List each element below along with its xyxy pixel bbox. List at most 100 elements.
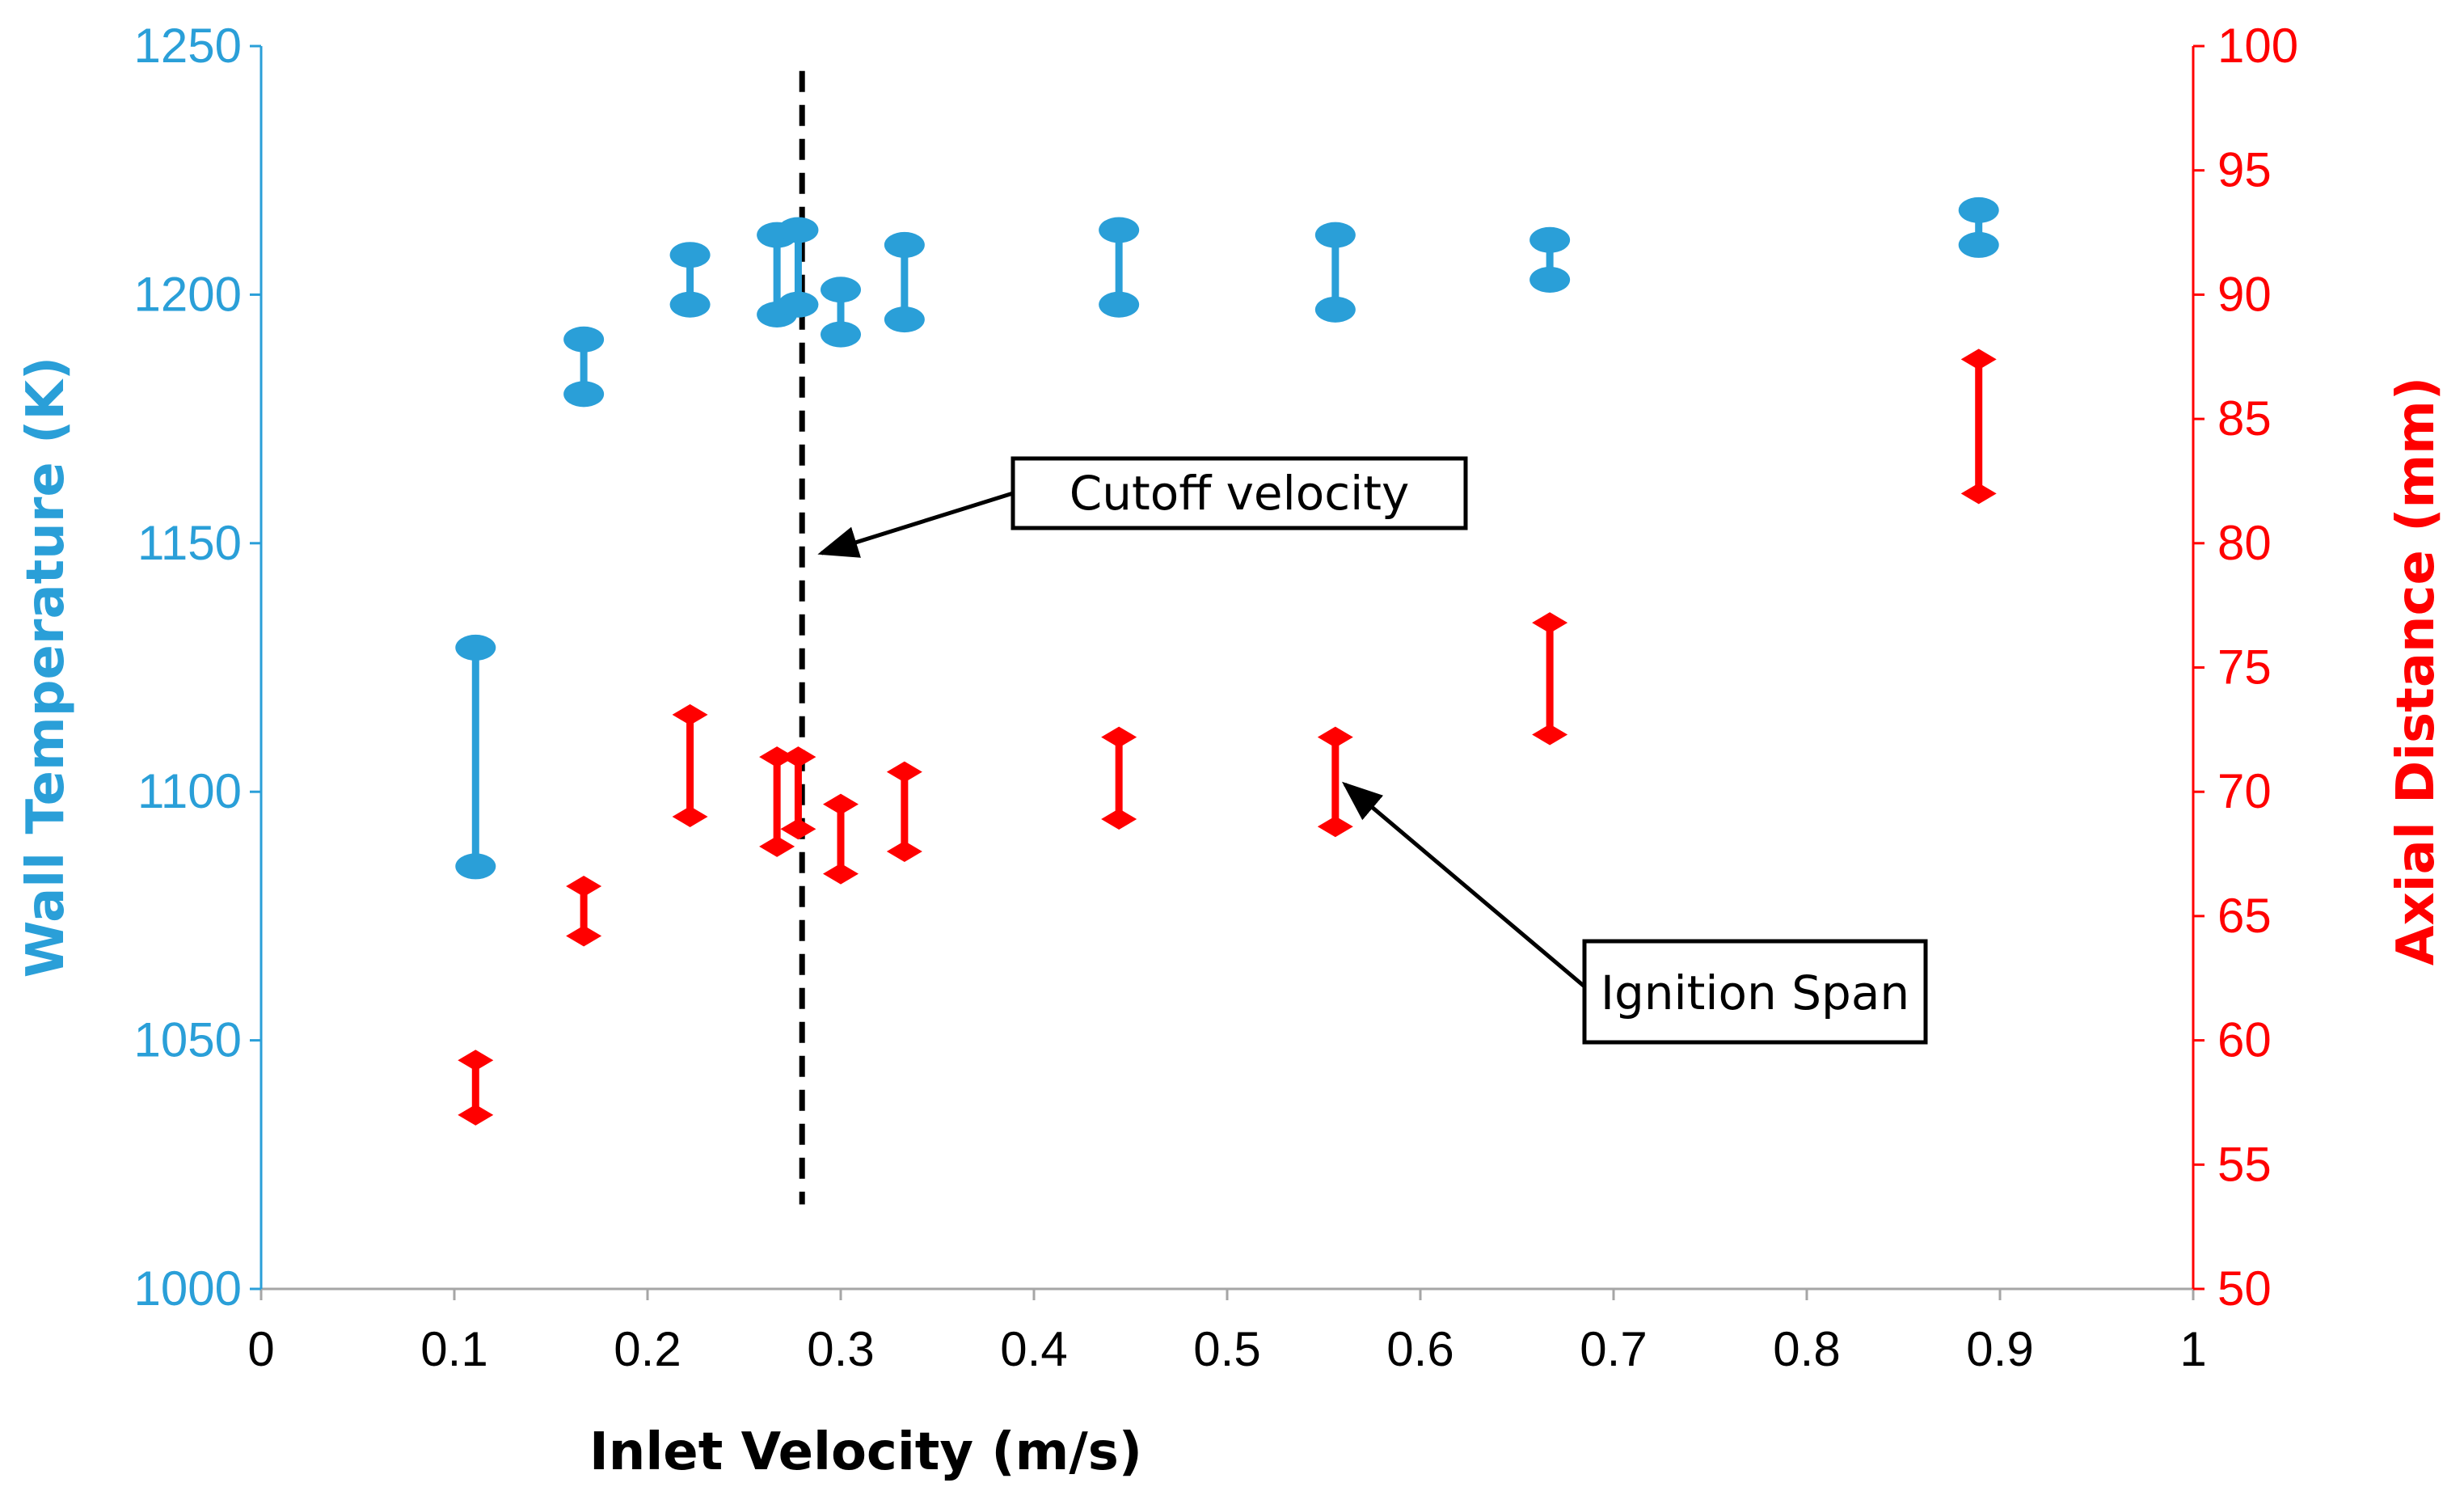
right-tick-label: 65: [2217, 889, 2272, 943]
x-tick-label: 0.8: [1773, 1322, 1840, 1376]
temperature-range: [455, 634, 496, 880]
temperature-low-marker: [1099, 291, 1140, 318]
distance-range: [1317, 726, 1353, 838]
distance-low-marker: [759, 835, 795, 857]
temperature-low-marker: [455, 853, 496, 880]
distance-low-marker: [886, 840, 922, 862]
ignition-span-arrow: [1341, 781, 1586, 988]
distance-low-marker: [823, 863, 859, 885]
temperature-range: [778, 217, 819, 318]
distance-range: [1532, 612, 1568, 746]
distance-high-marker: [672, 703, 708, 725]
cutoff-velocity-annotation: Cutoff velocity: [817, 456, 1468, 558]
distance-high-marker: [1317, 726, 1353, 748]
temperature-range: [821, 277, 861, 348]
right-tick-label: 55: [2217, 1137, 2272, 1191]
temperature-range: [884, 231, 925, 333]
ignition-span-label: Ignition Span: [1601, 965, 1909, 1020]
temperature-high-marker: [455, 634, 496, 661]
axial-distance-series: [458, 349, 1997, 1126]
x-tick-label: 0.4: [1000, 1322, 1067, 1376]
temperature-high-marker: [1099, 217, 1140, 243]
right-tick-label: 95: [2217, 143, 2272, 197]
temperature-range: [563, 326, 605, 408]
temperature-range: [669, 242, 711, 318]
left-tick-label: 1100: [137, 764, 242, 818]
ignition-span-box: [1582, 939, 1928, 1045]
distance-high-marker: [759, 746, 795, 768]
x-tick-label: 0.7: [1580, 1322, 1647, 1376]
distance-high-marker: [458, 1050, 494, 1071]
x-tick-label: 0.6: [1386, 1322, 1454, 1376]
temperature-high-marker: [563, 326, 605, 353]
cutoff-velocity-box: [1010, 456, 1468, 530]
distance-low-marker: [1960, 483, 1997, 505]
temperature-low-marker: [669, 291, 711, 318]
temperature-low-marker: [778, 291, 819, 318]
x-tick-label: 0.5: [1193, 1322, 1260, 1376]
distance-low-marker: [458, 1104, 494, 1126]
distance-low-marker: [1317, 816, 1353, 838]
x-tick-label: 0.1: [420, 1322, 487, 1376]
cutoff-velocity-arrow: [817, 491, 1014, 558]
temperature-high-marker: [669, 242, 711, 268]
temperature-high-marker: [884, 231, 925, 258]
wall-temperature-series: [455, 196, 1999, 880]
temperature-high-marker: [1529, 226, 1571, 253]
distance-range: [886, 761, 922, 862]
distance-high-marker: [823, 793, 859, 815]
distance-low-marker: [780, 818, 816, 840]
x-axis-title: Inlet Velocity (m/s): [589, 1422, 1142, 1482]
right-tick-label: 50: [2217, 1261, 2272, 1316]
x-tick-label: 0: [247, 1322, 274, 1376]
temperature-range: [1529, 226, 1571, 293]
temperature-high-marker: [1314, 222, 1356, 248]
temperature-high-marker: [1958, 196, 1999, 223]
temperature-range: [1099, 217, 1140, 318]
right-axis-title: Axial Distance (mm): [2386, 377, 2446, 965]
distance-range: [780, 746, 816, 840]
temperature-low-marker: [884, 306, 925, 333]
distance-range: [458, 1050, 494, 1126]
left-axis-ticks: 1000 1050 1100 1150 1200 1250: [134, 19, 261, 1316]
plot-area: 0 0.1 0.2 0.3 0.4 0.5 0.6 0.7 0.8 0.9 1 1000 1050 11…: [134, 19, 2299, 1376]
temperature-high-marker: [778, 217, 819, 243]
distance-high-marker: [780, 746, 816, 768]
distance-range: [1101, 726, 1137, 830]
distance-range: [672, 703, 708, 827]
left-tick-label: 1050: [134, 1013, 242, 1067]
right-tick-label: 90: [2217, 267, 2272, 321]
right-tick-label: 75: [2217, 640, 2272, 695]
distance-high-marker: [566, 876, 602, 898]
distance-high-marker: [1960, 349, 1997, 370]
distance-range: [759, 746, 795, 857]
temperature-low-marker: [1314, 296, 1356, 323]
cutoff-velocity-label: Cutoff velocity: [1070, 466, 1410, 521]
distance-low-marker: [1532, 724, 1568, 746]
distance-high-marker: [886, 761, 922, 783]
distance-high-marker: [1532, 612, 1568, 634]
x-tick-label: 0.9: [1966, 1322, 2033, 1376]
left-tick-label: 1200: [134, 267, 242, 321]
x-tick-label: 1: [2179, 1322, 2206, 1376]
distance-low-marker: [672, 805, 708, 827]
temperature-range: [1314, 222, 1356, 323]
distance-high-marker: [1101, 726, 1137, 748]
distance-range: [1960, 349, 1997, 505]
distance-range: [566, 876, 602, 947]
right-tick-label: 60: [2217, 1013, 2272, 1067]
distance-range: [823, 793, 859, 885]
x-tick-label: 0.2: [614, 1322, 681, 1376]
right-tick-label: 80: [2217, 516, 2272, 570]
temperature-low-marker: [821, 321, 861, 348]
right-tick-label: 100: [2217, 19, 2298, 73]
right-axis-ticks: 50 55 60 65 70 75 80 85 90 95 100: [2193, 19, 2298, 1316]
x-ticks: 0 0.1 0.2 0.3 0.4 0.5 0.6 0.7 0.8 0.9 1: [247, 1289, 2207, 1376]
left-axis-title: Wall Temperature (K): [16, 357, 76, 978]
left-tick-label: 1150: [137, 516, 242, 570]
left-tick-label: 1000: [134, 1261, 242, 1316]
temperature-low-marker: [563, 381, 605, 408]
right-tick-label: 70: [2217, 764, 2272, 818]
temperature-low-marker: [1529, 266, 1571, 293]
